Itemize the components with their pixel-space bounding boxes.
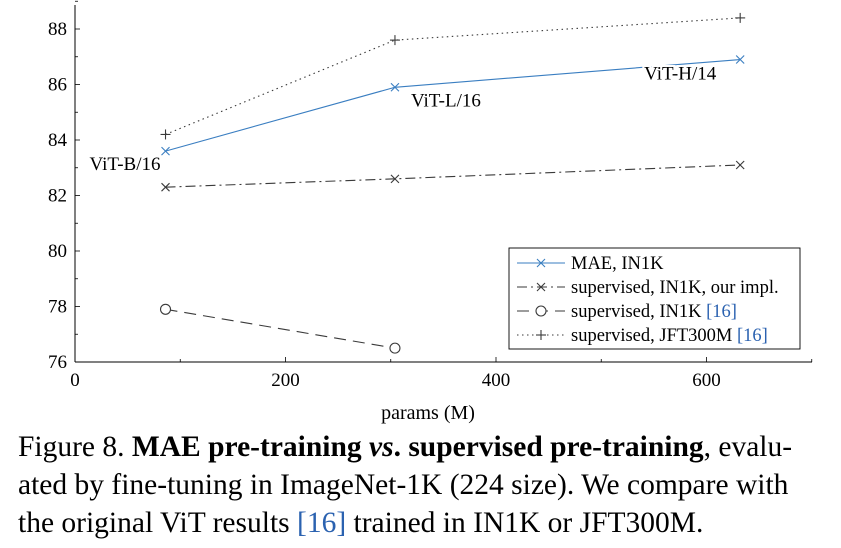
caption-text-3a: the original ViT results xyxy=(18,507,297,539)
legend-entry: supervised, JFT300M [16] xyxy=(517,326,768,346)
data-point-stroke xyxy=(536,258,546,268)
caption-text: , evalu- xyxy=(703,431,793,463)
point-annotation: ViT-H/14 xyxy=(644,64,717,85)
legend-label-text: supervised, IN1K xyxy=(571,302,702,322)
point-annotation: ViT-L/16 xyxy=(411,90,481,111)
line-chart: 76 78 80 82 84 86 88 0 200 400 600 ViT-B/16 ViT-L/1… xyxy=(48,0,813,424)
y-tick-label: 86 xyxy=(48,75,67,96)
caption-line-1: Figure 8. MAE pre-training vs. supervise… xyxy=(18,428,833,466)
data-point xyxy=(535,305,547,317)
data-point xyxy=(389,342,401,354)
series-line-2 xyxy=(165,164,741,188)
caption-text-3b: trained in IN1K or JFT300M. xyxy=(346,507,704,539)
data-point-circle xyxy=(389,342,401,354)
legend-citation[interactable]: [16] xyxy=(702,302,737,322)
legend-label-text: MAE, IN1K xyxy=(571,254,664,274)
data-point xyxy=(161,182,170,192)
data-point xyxy=(735,160,745,170)
data-point xyxy=(735,12,746,23)
data-point xyxy=(536,258,546,268)
legend-entry: supervised, IN1K, our impl. xyxy=(517,278,779,298)
chart-annotations: ViT-B/16 ViT-L/16 ViT-H/14 xyxy=(88,62,719,178)
x-tick-label: 0 xyxy=(70,370,80,391)
legend-label: supervised, IN1K [16] xyxy=(571,302,737,322)
data-point-circle xyxy=(159,303,172,315)
data-point xyxy=(536,330,546,340)
point-annotation: ViT-B/16 xyxy=(90,154,161,175)
legend-box xyxy=(508,247,801,350)
legend-label: supervised, IN1K, our impl. xyxy=(571,278,779,298)
figure-label: Figure 8. xyxy=(18,431,125,463)
data-point xyxy=(161,146,170,156)
legend-citation[interactable]: [16] xyxy=(732,326,767,346)
legend-entry: supervised, IN1K [16] xyxy=(517,302,737,322)
figure-caption: Figure 8. MAE pre-training vs. supervise… xyxy=(18,428,833,542)
chart-axes: 76 78 80 82 84 86 88 0 200 400 600 xyxy=(48,0,813,391)
y-tick-label: 78 xyxy=(48,297,67,318)
data-point-stroke xyxy=(390,174,400,184)
y-tick-label: 84 xyxy=(48,130,68,151)
legend-label: supervised, JFT300M [16] xyxy=(571,326,768,346)
data-point xyxy=(735,55,745,64)
y-tick-label: 76 xyxy=(48,352,67,373)
data-point xyxy=(160,129,171,140)
data-point-stroke xyxy=(536,282,546,292)
y-tick-label: 80 xyxy=(48,241,67,262)
series-line-3 xyxy=(165,308,396,349)
x-tick-label: 200 xyxy=(271,370,300,391)
caption-citation-link[interactable]: [16] xyxy=(297,507,347,539)
data-point-stroke xyxy=(161,182,170,192)
data-point xyxy=(159,303,172,315)
legend-label: MAE, IN1K xyxy=(571,254,664,274)
chart-legend: MAE, IN1K supervised, IN1K, our impl. supe… xyxy=(508,247,801,350)
x-axis-label: params (M) xyxy=(381,402,475,424)
caption-bold-text: MAE pre-training xyxy=(131,431,369,463)
caption-bold-italic-text: vs xyxy=(369,431,394,463)
x-tick-label: 600 xyxy=(692,370,721,391)
legend-entry: MAE, IN1K xyxy=(517,254,664,274)
chart-plot-area xyxy=(159,12,746,354)
caption-line-3: the original ViT results [16] trained in… xyxy=(18,504,833,542)
data-point-circle xyxy=(535,305,547,317)
caption-bold-text-2: . supervised pre-training xyxy=(393,431,704,463)
data-point xyxy=(390,82,400,92)
legend-label-text: supervised, IN1K, our impl. xyxy=(571,278,779,298)
legend-label-text: supervised, JFT300M xyxy=(571,326,732,346)
data-point xyxy=(390,174,400,184)
y-tick-label: 82 xyxy=(48,186,67,207)
data-point-stroke xyxy=(735,55,745,64)
data-point-stroke xyxy=(390,82,400,92)
data-point-stroke xyxy=(161,146,170,156)
data-point xyxy=(389,35,400,46)
y-tick-label: 88 xyxy=(48,19,67,40)
caption-line-2: ated by fine-tuning in ImageNet-1K (224 … xyxy=(18,469,789,501)
data-point xyxy=(536,282,546,292)
x-tick-label: 400 xyxy=(482,370,511,391)
data-point-stroke xyxy=(735,160,745,170)
